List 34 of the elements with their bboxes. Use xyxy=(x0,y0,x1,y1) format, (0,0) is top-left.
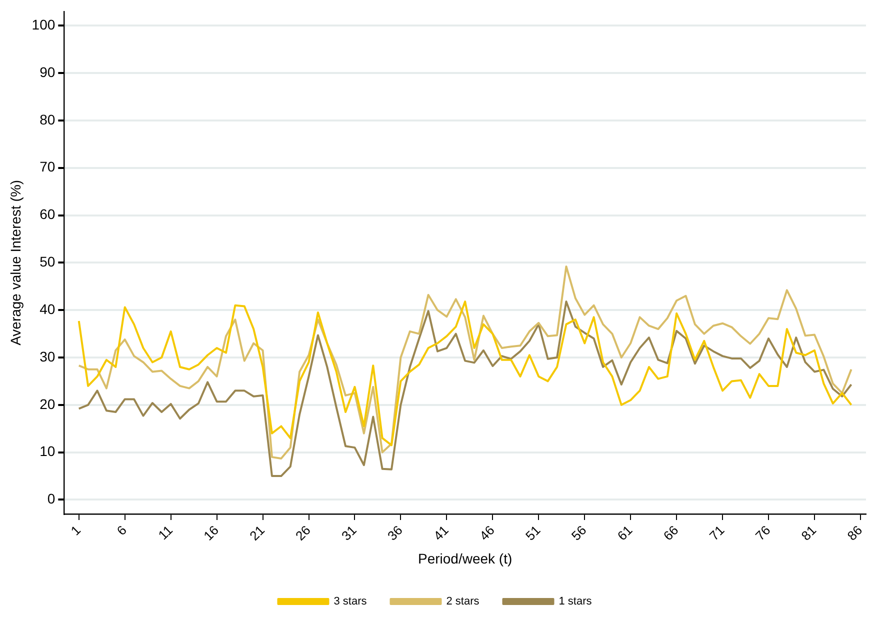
x-tick-label: 61 xyxy=(614,522,636,544)
x-tick-label: 66 xyxy=(660,522,682,544)
x-tick-label: 46 xyxy=(476,522,498,544)
x-tick-label: 76 xyxy=(752,522,774,544)
x-tick-label: 1 xyxy=(68,522,84,538)
y-tick-label: 100 xyxy=(32,16,56,32)
y-axis-title: Average value Interest (%) xyxy=(7,180,24,346)
x-tick-label: 21 xyxy=(246,522,268,544)
x-tick-label: 36 xyxy=(384,522,406,544)
y-tick-label: 80 xyxy=(40,111,56,128)
legend-label: 1 stars xyxy=(558,596,592,608)
legend-label: 3 stars xyxy=(334,596,368,608)
y-tick-label: 30 xyxy=(40,348,56,364)
y-tick-label: 10 xyxy=(40,443,56,460)
x-tick-label: 31 xyxy=(338,522,360,544)
x-tick-label: 56 xyxy=(568,522,590,544)
y-tick-label: 60 xyxy=(40,206,56,222)
legend-label: 2 stars xyxy=(446,596,480,608)
y-tick-label: 40 xyxy=(40,300,56,317)
x-tick-label: 41 xyxy=(430,522,452,544)
x-tick-label: 51 xyxy=(522,522,544,544)
y-tick-label: 20 xyxy=(40,396,56,412)
x-tick-label: 11 xyxy=(155,522,176,543)
x-axis-title: Period/week (t) xyxy=(418,550,512,566)
y-tick-label: 70 xyxy=(40,158,56,175)
x-tick-label: 26 xyxy=(292,522,314,544)
x-tick-label: 81 xyxy=(798,522,820,544)
x-tick-label: 71 xyxy=(706,522,728,544)
x-tick-label: 6 xyxy=(114,522,130,538)
y-tick-label: 50 xyxy=(40,254,56,270)
x-tick-label: 16 xyxy=(200,522,222,544)
y-tick-label: 0 xyxy=(47,490,56,507)
x-tick-label: 86 xyxy=(844,522,866,544)
y-tick-label: 90 xyxy=(40,64,56,80)
